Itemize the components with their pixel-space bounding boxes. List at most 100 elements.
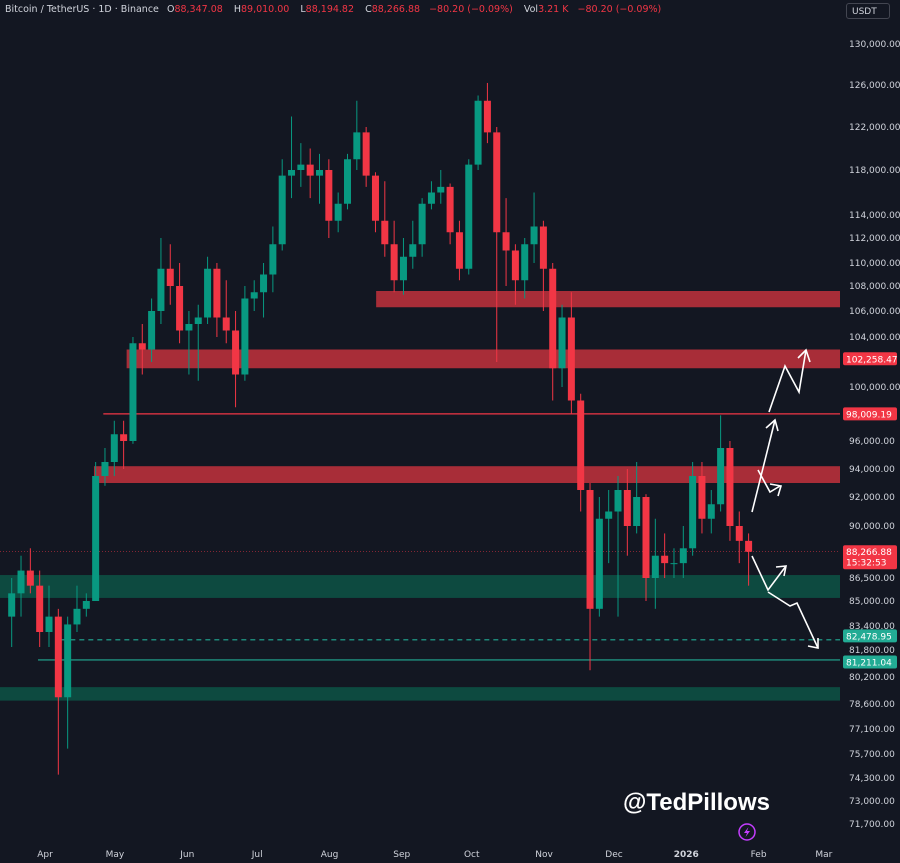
y-tick-label: 100,000.00 (849, 383, 900, 393)
y-tick-label: 96,000.00 (849, 437, 895, 447)
candle-body (661, 555, 669, 564)
y-tick-label: 122,000.00 (849, 123, 900, 133)
arrow-up-1 (751, 419, 776, 513)
candle-body (577, 400, 585, 490)
watermark: @TedPillows (623, 789, 770, 816)
support-zone (0, 687, 840, 701)
candle-body (204, 268, 212, 318)
candle-body (474, 100, 482, 165)
open-label: O (166, 4, 175, 15)
candle-body (726, 448, 734, 526)
arrow-head (775, 565, 787, 577)
candle-body (642, 497, 650, 578)
candle-body (511, 250, 519, 281)
x-tick-label: Nov (535, 850, 553, 860)
countdown-label: 15:32:53 (846, 559, 886, 569)
x-tick-label: Apr (37, 850, 53, 860)
candle-body (288, 170, 296, 176)
volume-label: Vol (523, 4, 539, 15)
candle-body (353, 132, 361, 160)
open-value: 88,347.08 (174, 4, 223, 15)
candle-body (717, 448, 725, 505)
resistance-zone (93, 466, 841, 483)
close-value: 88,266.88 (371, 4, 421, 15)
candle-body (521, 244, 529, 281)
y-tick-label: 106,000.00 (849, 307, 900, 317)
x-tick-label: Oct (464, 850, 480, 860)
y-tick-label: 83,400.00 (849, 622, 895, 632)
candle-body (381, 220, 389, 245)
support-zone (0, 575, 840, 598)
logo (738, 823, 756, 841)
candle-body (54, 616, 62, 698)
y-tick-label: 118,000.00 (849, 166, 900, 176)
y-tick-label: 94,000.00 (849, 465, 895, 475)
candle-body (101, 462, 109, 476)
arrow-down-3 (767, 591, 819, 649)
candle-body (176, 286, 184, 331)
price-label-box (843, 352, 897, 366)
price-label: 98,009.19 (846, 410, 892, 420)
candle-body (633, 497, 641, 526)
candle-body (185, 324, 193, 331)
candle-body (157, 268, 165, 311)
candle-body (745, 540, 753, 552)
candle-body (343, 159, 351, 204)
x-tick-label: Dec (605, 850, 622, 860)
candle-body (595, 518, 603, 609)
candle-body (530, 226, 538, 245)
y-tick-label: 80,200.00 (849, 673, 895, 683)
y-tick-label: 78,600.00 (849, 700, 895, 710)
y-tick-label: 90,000.00 (849, 522, 895, 532)
y-tick-label: 75,700.00 (849, 750, 895, 760)
candle-body (8, 593, 16, 617)
y-tick-label: 126,000.00 (849, 81, 900, 91)
y-tick-label: 73,000.00 (849, 797, 895, 807)
candle-body (679, 548, 687, 564)
y-tick-label: 81,800.00 (849, 646, 895, 656)
symbol-title[interactable]: Bitcoin / TetherUS · 1D · Binance (5, 4, 159, 15)
candle-body (213, 268, 221, 318)
change-value: −80.20 (−0.09%) (429, 4, 513, 15)
y-tick-label: 71,700.00 (849, 820, 895, 830)
candle-body (605, 511, 613, 519)
resistance-zone (126, 349, 841, 369)
arrow-head (769, 483, 783, 497)
candle-body (269, 244, 277, 275)
candle-body (297, 164, 305, 170)
candle-body (325, 170, 333, 221)
candle-body (707, 504, 715, 519)
resistance-zone (376, 291, 840, 308)
currency-button[interactable]: USDT (846, 3, 890, 19)
arrow-head (765, 418, 779, 432)
candle-body (418, 203, 426, 245)
candle-body (241, 298, 249, 375)
candle-body (371, 175, 379, 221)
lightning-circle-icon (738, 823, 756, 841)
high-label: H (233, 4, 241, 15)
candle-body (82, 601, 90, 609)
y-tick-label: 77,100.00 (849, 725, 895, 735)
candle-body (148, 311, 156, 350)
high-value: 89,010.00 (240, 4, 290, 15)
volume-value: 3.21 K (538, 4, 569, 15)
candle-body (493, 132, 501, 233)
price-label: 82,478.95 (846, 632, 892, 642)
candle-body (362, 132, 370, 176)
candle-body (614, 490, 622, 512)
price-label: 88,266.88 (846, 548, 892, 558)
price-label-box (843, 545, 897, 570)
price-label-box (843, 655, 897, 669)
candle-body (549, 268, 557, 369)
x-tick-label: Feb (751, 850, 767, 860)
chart-header: Bitcoin / TetherUS · 1D · Binance O88,34… (5, 4, 667, 15)
candle-body (260, 274, 268, 293)
arrow-down-1 (757, 469, 781, 494)
candle-body (437, 186, 445, 193)
candle-body (250, 292, 258, 299)
candle-body (698, 476, 706, 519)
x-tick-label: Aug (321, 850, 339, 860)
candle-body (166, 268, 174, 286)
candle-body (64, 624, 72, 698)
